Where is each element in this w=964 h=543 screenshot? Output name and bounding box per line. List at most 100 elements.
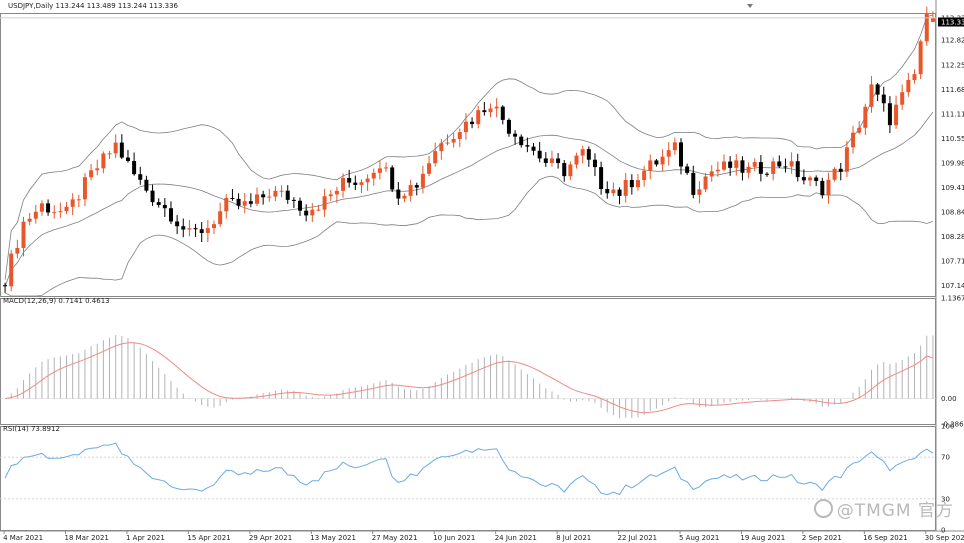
candle xyxy=(857,120,862,135)
candle xyxy=(150,184,155,206)
candle xyxy=(341,173,346,198)
candle-body xyxy=(107,153,112,155)
candle-body xyxy=(814,177,819,181)
candle xyxy=(642,165,647,187)
candle-body xyxy=(248,201,253,204)
candle xyxy=(924,6,929,46)
candle-body xyxy=(384,167,389,169)
price-tag-text: 113.336 xyxy=(941,19,964,27)
candle xyxy=(844,141,849,178)
candle-body xyxy=(592,159,597,168)
candle xyxy=(605,181,610,199)
candle-body xyxy=(488,108,493,113)
macd-signal-line xyxy=(5,342,934,414)
candle xyxy=(556,153,561,169)
candle-body xyxy=(924,13,929,42)
candle-body xyxy=(15,247,20,254)
candle-body xyxy=(341,178,346,191)
candle xyxy=(205,220,210,242)
candle xyxy=(285,185,290,204)
candle xyxy=(715,161,720,177)
candle-body xyxy=(76,199,81,201)
candle xyxy=(353,175,358,191)
macd-pane[interactable] xyxy=(0,335,936,419)
bb-upper-line xyxy=(4,14,934,280)
candle xyxy=(795,153,800,182)
rsi-line xyxy=(4,442,934,496)
candle-body xyxy=(316,209,321,211)
candle xyxy=(765,172,770,177)
price-pane[interactable] xyxy=(0,4,936,297)
candle xyxy=(549,150,554,167)
candle xyxy=(580,145,585,164)
time-tick-label: 13 May 2021 xyxy=(310,534,356,542)
candle-body xyxy=(765,173,770,175)
candle-body xyxy=(574,155,579,165)
candle-body xyxy=(746,166,751,173)
candle xyxy=(144,175,149,193)
candle-body xyxy=(27,218,32,222)
candle-body xyxy=(439,143,444,152)
candle-body xyxy=(519,136,524,146)
bb-middle-line xyxy=(4,111,934,287)
candle xyxy=(58,202,63,218)
candle xyxy=(125,149,130,163)
candle xyxy=(64,201,69,215)
time-axis: 4 Mar 2021 18 Mar 2021 1 Apr 2021 15 Apr 20… xyxy=(3,531,964,542)
candle xyxy=(562,160,567,182)
rsi-pane[interactable] xyxy=(0,442,936,500)
candle-body xyxy=(777,161,782,167)
price-tick-label: 110.550 xyxy=(941,135,964,143)
candle-body xyxy=(420,173,425,188)
candle-body xyxy=(930,17,935,22)
candle-body xyxy=(396,189,401,199)
candle-body xyxy=(894,104,899,126)
candle-body xyxy=(408,185,413,196)
candle-body xyxy=(89,170,94,178)
candle-body xyxy=(125,157,130,162)
candle-body xyxy=(181,226,186,230)
candle-body xyxy=(101,153,106,169)
time-tick-label: 5 Aug 2021 xyxy=(679,534,719,542)
time-tick-label: 16 Sep 2021 xyxy=(863,534,907,542)
price-tick-label: 111.115 xyxy=(941,110,964,118)
candle-body xyxy=(654,160,659,165)
price-tick-label: 109.980 xyxy=(941,159,964,167)
macd-title: MACD(12,26,9) 0.7141 0.4613 xyxy=(3,297,110,305)
candle-body xyxy=(95,168,100,171)
candle-body xyxy=(175,221,180,227)
candle xyxy=(746,162,751,179)
candle-body xyxy=(365,178,370,183)
candle-body xyxy=(844,147,849,172)
candle xyxy=(488,103,493,118)
price-tick-label: 112.820 xyxy=(941,37,964,45)
candle xyxy=(918,39,923,79)
candle-body xyxy=(261,194,266,198)
candle xyxy=(513,130,518,145)
candle-body xyxy=(599,167,604,190)
candle xyxy=(476,105,481,129)
candle-body xyxy=(697,189,702,195)
candle xyxy=(722,154,727,172)
candle xyxy=(261,190,266,205)
candle-body xyxy=(390,167,395,190)
candle-body xyxy=(623,179,628,196)
time-tick-label: 1 Apr 2021 xyxy=(126,534,165,542)
candle xyxy=(132,152,137,176)
candle-body xyxy=(328,194,333,197)
candle-body xyxy=(851,132,856,148)
candle-body xyxy=(648,160,653,171)
time-tick-label: 24 Jun 2021 xyxy=(495,534,537,542)
candle xyxy=(310,203,315,223)
candle-body xyxy=(168,208,173,222)
macd-tick-label: 0.00 xyxy=(941,395,957,403)
candle xyxy=(500,105,505,125)
candle-body xyxy=(218,211,223,225)
candle-body xyxy=(46,203,51,213)
candle-body xyxy=(224,197,229,212)
candle xyxy=(728,156,733,176)
candle xyxy=(470,117,475,129)
candle-body xyxy=(144,179,149,191)
candle-body xyxy=(642,170,647,181)
